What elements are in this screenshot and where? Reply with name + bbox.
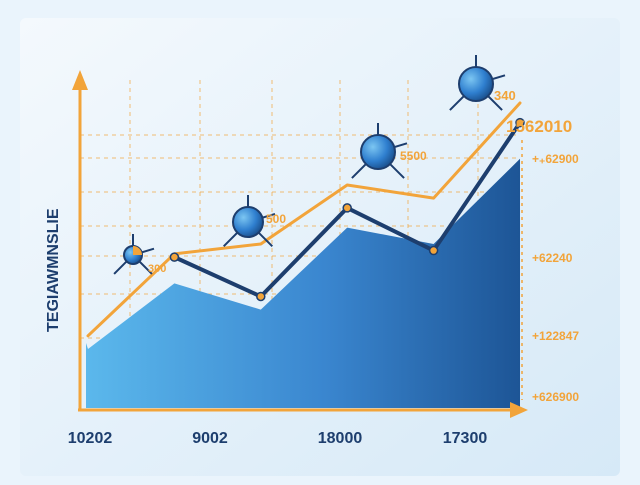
x-tick-label: 9002 [192, 430, 228, 447]
callout-ball-highlight [133, 246, 142, 255]
callout-marker [113, 234, 155, 275]
callout-ball [360, 134, 396, 170]
data-point [515, 117, 525, 128]
area-fill [86, 154, 520, 408]
data-point [428, 245, 439, 256]
data-point [169, 252, 180, 262]
y-axis-arrow [72, 70, 88, 90]
orange-trend-line [86, 101, 522, 338]
right-tick-label: +62240 [532, 251, 573, 265]
right-tick-label: +₊62900 [532, 152, 579, 166]
callout-marker [449, 55, 506, 111]
axes [72, 70, 528, 418]
callout-label-peak: 1562010 [506, 117, 572, 136]
x-axis-arrow [510, 402, 528, 418]
line-series [86, 101, 525, 338]
x-tick-label: 10202 [68, 430, 113, 447]
x-tick-label: 18000 [318, 430, 363, 447]
y-axis-label: TEGIAWMNSLIE [45, 208, 62, 332]
callout-ball [232, 206, 264, 238]
callout-label: 500 [266, 212, 286, 226]
right-tick-label: +122847 [532, 329, 579, 343]
labels: TEGIAWMNSLIE 10202 9002 18000 17300 +₊62900 +6… [45, 152, 579, 447]
data-point [256, 291, 266, 302]
area-series [86, 154, 520, 408]
callout-ball [458, 66, 494, 102]
callout-marker [222, 195, 276, 248]
callout-label: 5500 [400, 149, 427, 163]
callout-label: 340 [494, 88, 516, 103]
right-tick-label: +626900 [532, 390, 579, 404]
callouts: 340 5500 500 300 1562010 [113, 55, 572, 275]
data-point [342, 203, 352, 213]
callout-label: 300 [148, 263, 166, 275]
x-tick-label: 17300 [443, 430, 488, 447]
callout-marker [351, 123, 408, 179]
